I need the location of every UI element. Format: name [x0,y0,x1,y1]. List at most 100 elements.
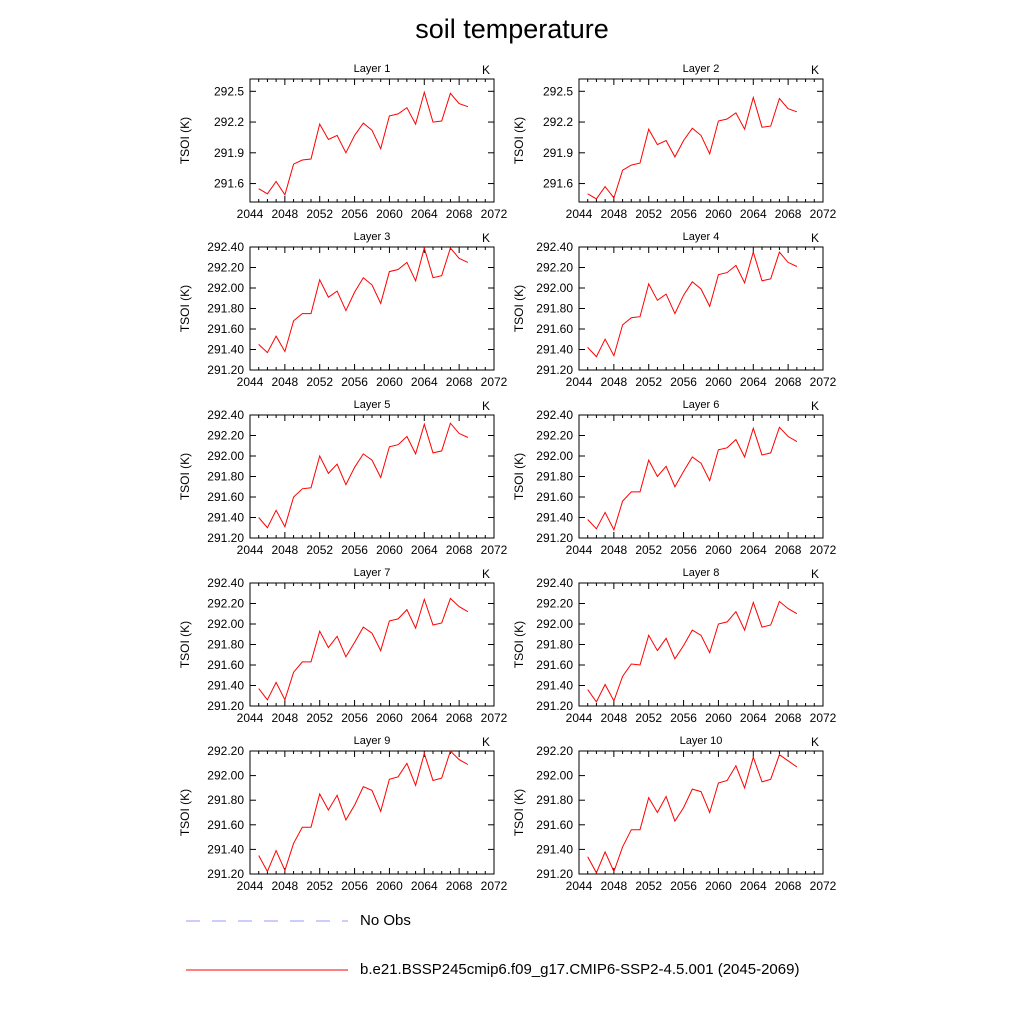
x-tick-label: 2072 [810,375,837,389]
x-tick-label: 2072 [810,879,837,893]
x-tick-label: 2072 [481,375,508,389]
panel-layer-2: 2044 2048 2052 2056 2060 2064 2068 2072 291.6 291… [512,63,837,221]
y-axis-label: TSOI (K) [178,789,192,836]
y-tick-label: 292.00 [207,617,244,631]
x-tick-label: 2064 [411,207,438,221]
x-tick-label: 2044 [566,879,593,893]
y-tick-label: 291.9 [214,146,244,160]
y-tick-label: 291.80 [207,470,244,484]
panel-units: K [811,63,819,77]
y-tick-label: 291.20 [207,867,244,881]
y-tick-label: 291.60 [536,658,573,672]
y-tick-label: 292.2 [214,115,244,129]
y-tick-label: 291.80 [536,793,573,807]
series-line-tsoi [587,753,798,874]
y-axis-label: TSOI (K) [178,117,192,164]
x-tick-label: 2048 [601,543,628,557]
y-tick-label: 292.40 [207,240,244,254]
plot-frame [578,78,824,203]
y-tick-label: 291.40 [207,679,244,693]
x-tick-label: 2048 [601,711,628,725]
panel-title: Layer 7 [354,567,391,579]
y-axis-label: TSOI (K) [178,453,192,500]
y-tick-label: 291.40 [207,343,244,357]
x-tick-label: 2068 [775,543,802,557]
x-tick-label: 2072 [481,711,508,725]
x-tick-label: 2052 [635,543,662,557]
x-tick-label: 2044 [237,879,264,893]
y-axis-label: TSOI (K) [512,789,526,836]
x-tick-label: 2052 [635,711,662,725]
x-tick-label: 2052 [306,711,333,725]
y-axis-label: TSOI (K) [178,285,192,332]
plot-frame [249,750,495,875]
y-tick-label: 291.60 [207,818,244,832]
series-line-tsoi [258,246,469,354]
x-tick-label: 2044 [237,207,264,221]
panel-units: K [482,231,490,245]
plot-frame [578,750,824,875]
y-tick-label: 292.20 [207,744,244,758]
y-tick-label: 291.60 [207,322,244,336]
x-tick-label: 2052 [635,879,662,893]
x-tick-label: 2056 [670,879,697,893]
x-tick-label: 2056 [670,375,697,389]
x-tick-label: 2044 [566,207,593,221]
y-tick-label: 291.60 [536,322,573,336]
y-tick-label: 292.20 [536,429,573,443]
y-axis-label: TSOI (K) [512,117,526,164]
x-tick-label: 2068 [775,711,802,725]
x-tick-label: 2044 [237,543,264,557]
series-line-tsoi [258,597,469,702]
plot-frame [249,246,495,371]
panel-title: Layer 5 [354,399,391,411]
panel-layer-4: 2044 2048 2052 2056 2060 2064 2068 2072 291.20 29… [512,231,837,389]
y-tick-label: 291.60 [536,818,573,832]
plot-frame [578,582,824,707]
x-tick-label: 2044 [566,375,593,389]
x-tick-label: 2068 [446,711,473,725]
x-tick-label: 2048 [272,879,299,893]
x-tick-label: 2052 [306,375,333,389]
series-line-tsoi [587,426,798,532]
x-tick-label: 2064 [740,711,767,725]
x-tick-label: 2048 [601,375,628,389]
x-tick-label: 2060 [705,543,732,557]
y-tick-label: 291.40 [536,842,573,856]
x-tick-label: 2072 [810,207,837,221]
y-tick-label: 291.20 [207,531,244,545]
x-tick-label: 2052 [306,879,333,893]
y-axis-label: TSOI (K) [178,621,192,668]
panel-layer-8: 2044 2048 2052 2056 2060 2064 2068 2072 291.20 29… [512,567,837,725]
series-line-tsoi [587,600,798,703]
y-tick-label: 292.00 [207,769,244,783]
x-tick-label: 2064 [411,375,438,389]
y-tick-label: 292.20 [207,261,244,275]
panel-layer-9: 2044 2048 2052 2056 2060 2064 2068 2072 291.20 29… [178,735,508,893]
y-tick-label: 292.00 [207,281,244,295]
x-tick-label: 2068 [775,879,802,893]
x-tick-label: 2048 [601,879,628,893]
panel-layer-6: 2044 2048 2052 2056 2060 2064 2068 2072 291.20 29… [512,399,837,557]
y-tick-label: 291.60 [207,490,244,504]
plot-frame [578,246,824,371]
y-tick-label: 291.60 [207,658,244,672]
y-tick-label: 291.40 [536,511,573,525]
panel-title: Layer 2 [683,63,720,75]
panel-units: K [811,231,819,245]
panel-units: K [811,399,819,413]
y-tick-label: 292.20 [536,261,573,275]
y-tick-label: 292.00 [536,769,573,783]
x-tick-label: 2056 [341,543,368,557]
x-tick-label: 2048 [272,711,299,725]
panel-units: K [482,399,490,413]
plot-frame [578,414,824,539]
x-tick-label: 2060 [705,879,732,893]
x-tick-label: 2064 [740,879,767,893]
y-tick-label: 291.20 [536,363,573,377]
y-tick-label: 291.80 [207,793,244,807]
y-tick-label: 292.20 [536,597,573,611]
x-tick-label: 2064 [740,375,767,389]
y-tick-label: 291.40 [207,511,244,525]
